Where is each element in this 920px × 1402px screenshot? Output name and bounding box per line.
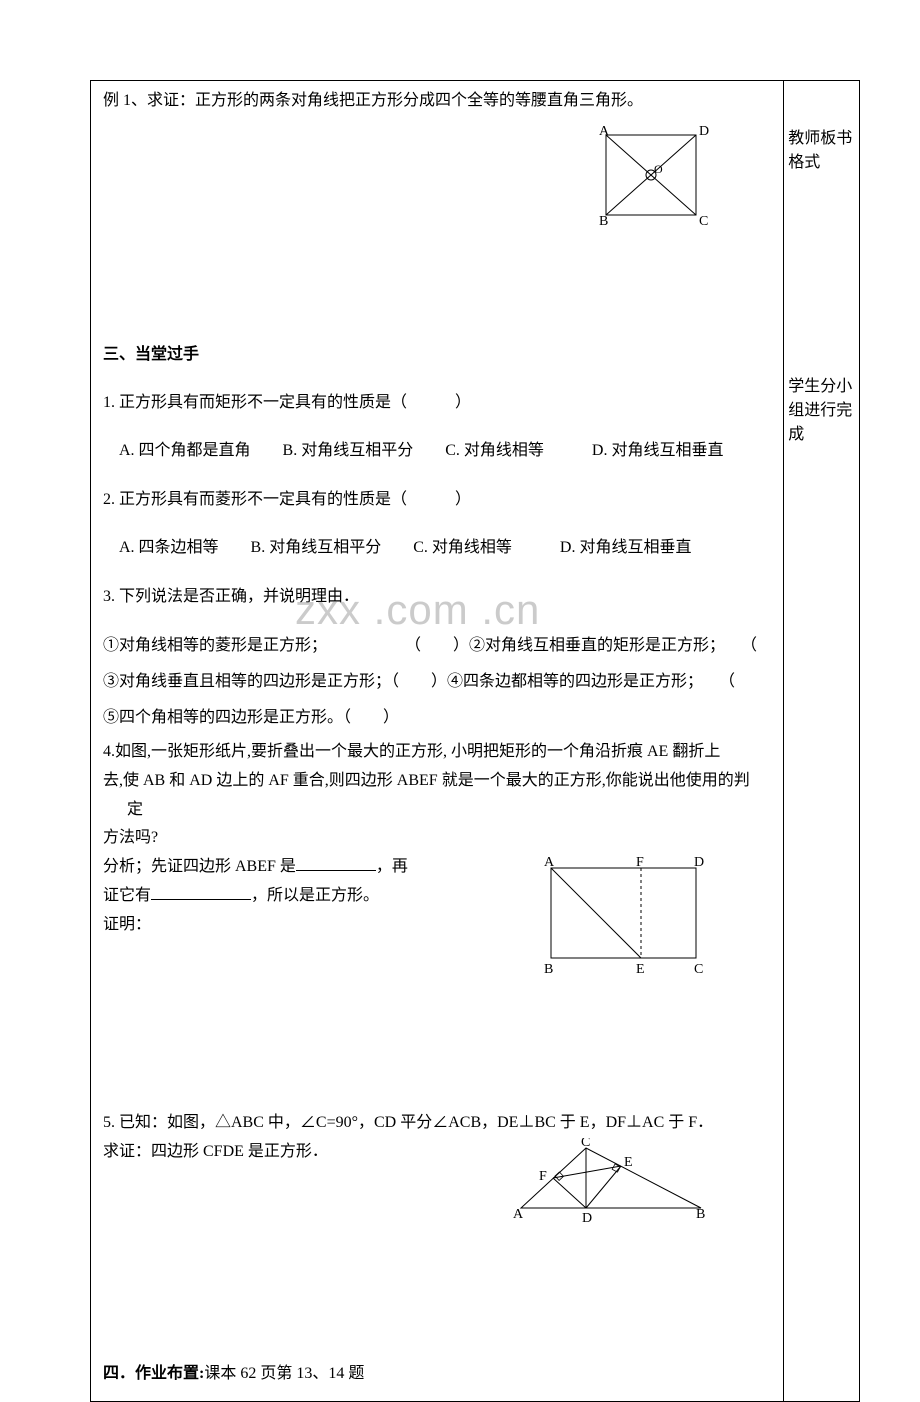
homework-text: 课本 62 页第 13、14 题 — [204, 1365, 364, 1382]
q4-line6b: ，所以是正方形。 — [251, 887, 379, 904]
q3-line3: ⑤四个角相等的四边形是正方形。（ ） — [103, 702, 771, 734]
q2-options: A. 四条边相等 B. 对角线互相平分 C. 对角线相等 D. 对角线互相垂直 — [103, 533, 771, 563]
q4-label-E: E — [636, 962, 645, 977]
q4-line3: 定 — [103, 796, 771, 825]
q4-line5a: 分析；先证四边形 ABEF 是 — [103, 858, 296, 875]
q5-label-D: D — [582, 1211, 592, 1226]
q5-label-E: E — [624, 1155, 633, 1170]
q4-line1: 4.如图,一张矩形纸片,要折叠出一个最大的正方形, 小明把矩形的一个角沿折痕 A… — [103, 738, 771, 767]
q3-1-right: （ ）②对角线互相垂直的矩形是正方形； （ — [405, 637, 757, 654]
q2-stem: 2. 正方形具有而菱形不一定具有的性质是（ ） — [103, 485, 771, 515]
side-note-2: 学生分小组进行完成 — [788, 375, 855, 447]
homework: 四．作业布置:课本 62 页第 13、14 题 — [103, 1359, 771, 1383]
q1-options: A. 四个角都是直角 B. 对角线互相平分 C. 对角线相等 D. 对角线互相垂… — [103, 436, 771, 466]
q5-line1: 5. 已知：如图，△ABC 中，∠C=90°，CD 平分∠ACB，DE⊥BC 于… — [103, 1109, 771, 1138]
label-A: A — [599, 125, 610, 139]
blank-2[interactable] — [151, 886, 251, 900]
q5-label-C: C — [581, 1138, 590, 1150]
q3-1-left: ①对角线相等的菱形是正方形； — [103, 637, 327, 654]
q5-label-F: F — [539, 1169, 547, 1184]
square-diagonals-svg: A D B C O — [591, 125, 711, 235]
q4-line6a: 证它有 — [103, 887, 151, 904]
q3-stem: 3. 下列说法是否正确，并说明理由． — [103, 582, 771, 612]
q5-label-B: B — [696, 1207, 705, 1222]
q3-line1: ①对角线相等的菱形是正方形； （ ）②对角线互相垂直的矩形是正方形； （ — [103, 630, 771, 662]
homework-label: 四．作业布置: — [103, 1365, 204, 1382]
q4-line4: 方法吗? — [103, 824, 771, 853]
example-1-text: 例 1、求证：正方形的两条对角线把正方形分成四个全等的等腰直角三角形。 — [103, 89, 771, 113]
label-B: B — [599, 214, 608, 229]
q4-block: 4.如图,一张矩形纸片,要折叠出一个最大的正方形, 小明把矩形的一个角沿折痕 A… — [103, 738, 771, 999]
q4-line2: 去,使 AB 和 AD 边上的 AF 重合,则四边形 ABEF 就是一个最大的正… — [103, 767, 771, 796]
triangle-cfde-svg: A B C D E F — [511, 1138, 711, 1228]
blank-1[interactable] — [296, 857, 376, 871]
page-frame: 例 1、求证：正方形的两条对角线把正方形分成四个全等的等腰直角三角形。 A D … — [90, 80, 860, 1402]
q5-block: 5. 已知：如图，△ABC 中，∠C=90°，CD 平分∠ACB，DE⊥BC 于… — [103, 1109, 771, 1249]
q4-label-A: A — [544, 855, 555, 870]
section-3-heading: 三、当堂过手 — [103, 340, 771, 364]
label-C: C — [699, 214, 708, 229]
q4-label-D: D — [694, 855, 704, 870]
label-O: O — [654, 162, 663, 176]
q4-label-C: C — [694, 962, 703, 977]
example-1-figure: A D B C O — [591, 125, 711, 240]
fold-rect-svg: A F D B E C — [536, 853, 711, 978]
q3-line2: ③对角线垂直且相等的四边形是正方形；（ ）④四条边都相等的四边形是正方形； （ — [103, 666, 771, 698]
q4-figure: A F D B E C — [536, 853, 711, 989]
side-note-1: 教师板书格式 — [788, 127, 855, 175]
main-column: 例 1、求证：正方形的两条对角线把正方形分成四个全等的等腰直角三角形。 A D … — [91, 81, 784, 1401]
q5-label-A: A — [513, 1207, 524, 1222]
label-D: D — [699, 125, 709, 139]
side-column: 教师板书格式 学生分小组进行完成 — [784, 81, 859, 1401]
q4-label-F: F — [636, 855, 644, 870]
q4-label-B: B — [544, 962, 553, 977]
q1-stem: 1. 正方形具有而矩形不一定具有的性质是（ ） — [103, 388, 771, 418]
q5-figure: A B C D E F — [511, 1138, 711, 1239]
q4-line5b: ，再 — [376, 858, 408, 875]
